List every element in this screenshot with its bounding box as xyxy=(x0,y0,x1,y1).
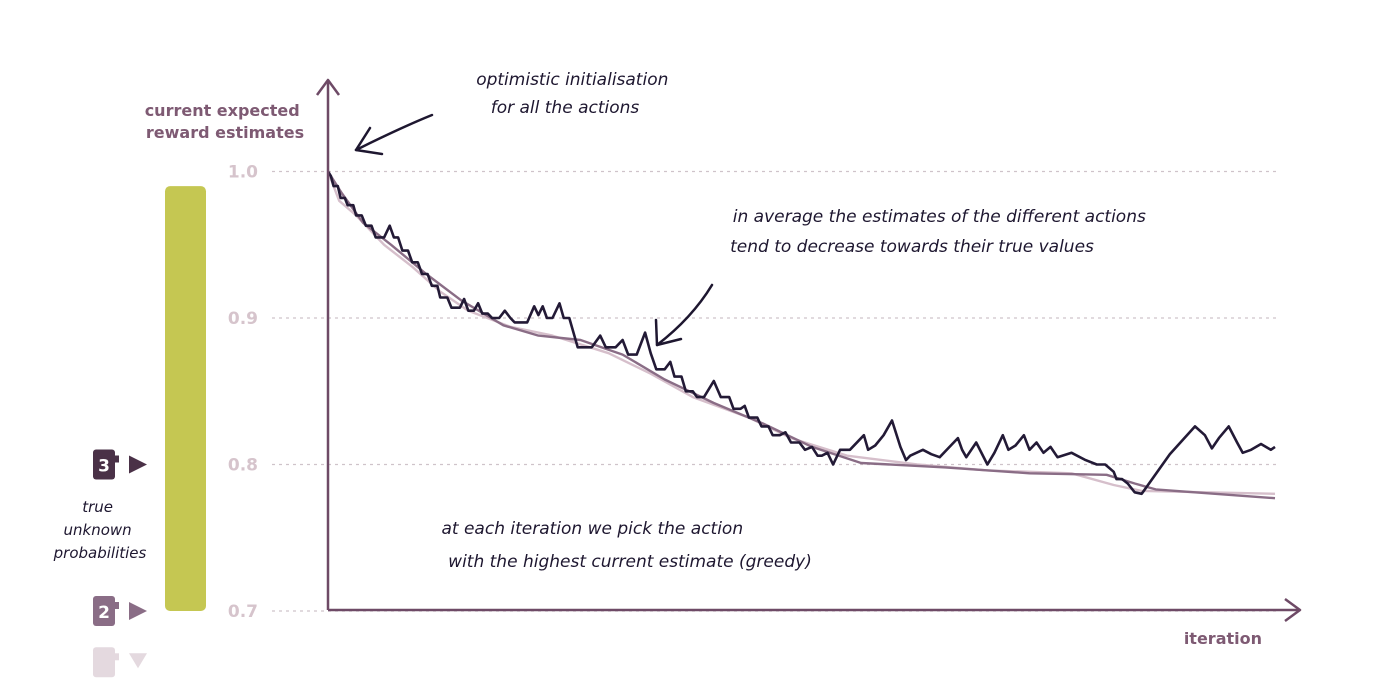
y-tick-label: 0.7 xyxy=(228,602,258,622)
action-marker xyxy=(93,647,147,678)
true-probabilities-bar xyxy=(165,186,206,611)
true-unknown-line-1: true xyxy=(82,498,113,516)
y-axis-title-line-2: reward estimates xyxy=(146,123,304,142)
greedy-line-1: at each iteration we pick the action xyxy=(441,519,743,539)
axes xyxy=(315,78,1302,623)
action-label: 3 xyxy=(98,457,110,477)
series-line-2 xyxy=(326,170,1276,500)
action-box-tab xyxy=(115,602,119,609)
triangle-down-icon xyxy=(129,653,147,669)
optimistic-init-arrow xyxy=(354,113,434,152)
optimistic-init-line-1: optimistic initialisation xyxy=(476,70,668,90)
optimistic-init-line-2: for all the actions xyxy=(491,98,640,118)
y-axis-arrowhead xyxy=(315,78,341,96)
annotation-arrows xyxy=(354,113,714,347)
average-decrease-arrowhead xyxy=(654,318,683,347)
y-tick-label: 0.8 xyxy=(228,456,258,476)
optimistic-init-note: optimistic initialisation for all the ac… xyxy=(476,70,674,118)
series-line-3 xyxy=(326,170,1276,496)
x-axis-title: iteration xyxy=(1184,629,1262,648)
y-tick-label: 0.9 xyxy=(228,309,258,329)
true-unknown-probabilities-note: true unknown probabilities xyxy=(53,498,147,562)
average-decrease-note: in average the estimates of the differen… xyxy=(730,207,1151,257)
action-marker: 2 xyxy=(93,596,147,626)
y-tick-label: 1.0 xyxy=(228,163,258,183)
average-decrease-line-2: tend to decrease towards their true valu… xyxy=(730,237,1094,257)
true-unknown-line-3: probabilities xyxy=(53,544,147,562)
y-tick-labels: 1.0 0.9 0.8 0.7 xyxy=(228,163,258,623)
average-decrease-line-1: in average the estimates of the differen… xyxy=(733,207,1146,227)
average-decrease-arrow xyxy=(655,283,714,347)
series-group xyxy=(326,170,1276,500)
action-markers: 32 xyxy=(93,449,147,678)
triangle-right-icon xyxy=(129,602,147,620)
true-unknown-line-2: unknown xyxy=(64,521,132,539)
y-axis-title: current expected reward estimates xyxy=(145,101,306,142)
triangle-right-icon xyxy=(129,455,147,474)
greedy-line-2: with the highest current estimate (greed… xyxy=(448,552,812,572)
optimistic-init-arrowhead xyxy=(354,126,384,156)
action-label: 2 xyxy=(98,603,110,623)
action-box-tab xyxy=(115,455,119,463)
action-box xyxy=(93,449,115,480)
action-marker: 3 xyxy=(93,449,147,480)
series-line-1 xyxy=(326,171,1276,495)
action-box xyxy=(93,596,115,626)
action-box xyxy=(93,647,115,678)
action-box-tab xyxy=(115,653,119,661)
x-axis-arrowhead xyxy=(1284,597,1302,623)
true-probabilities-bar-group xyxy=(165,186,206,611)
greedy-note: at each iteration we pick the action wit… xyxy=(441,519,811,572)
y-axis-title-line-1: current expected xyxy=(145,101,300,120)
